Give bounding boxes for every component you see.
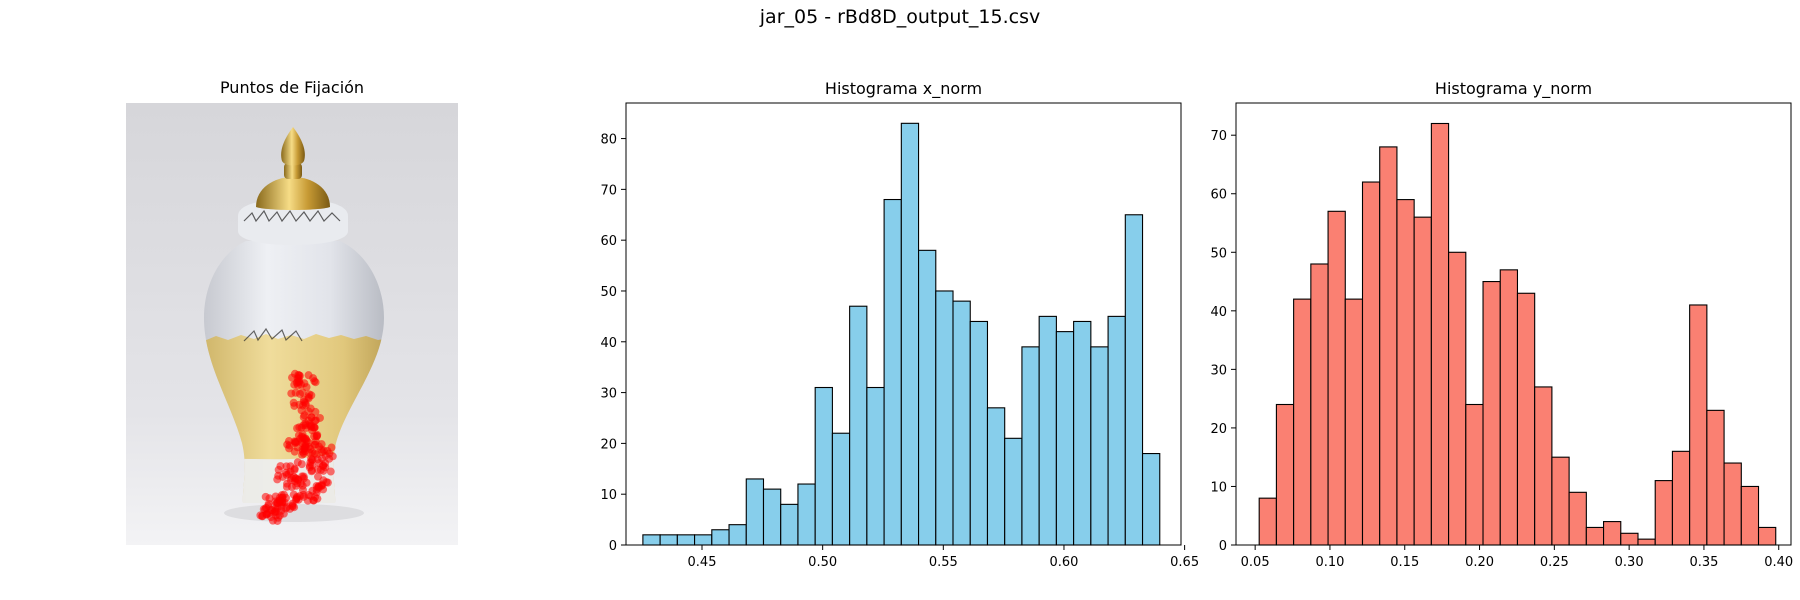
fixation-point <box>258 511 267 520</box>
fixation-point <box>314 472 323 481</box>
fixation-point <box>310 377 319 386</box>
histogram-bar <box>1090 346 1109 546</box>
histogram-bar <box>918 249 937 546</box>
fixation-point <box>311 437 320 446</box>
fixation-point <box>312 485 321 494</box>
histogram-bar <box>780 503 799 546</box>
fixation-point <box>307 413 316 422</box>
histogram-bar <box>952 300 971 546</box>
fixation-point <box>325 449 334 458</box>
y-tick-label: 30 <box>600 387 617 402</box>
fixation-point <box>296 479 305 488</box>
y-tick-label: 60 <box>600 234 617 249</box>
fixation-point <box>313 465 322 474</box>
fixation-point <box>326 467 335 476</box>
fixation-point <box>274 465 283 474</box>
fixation-point <box>287 389 296 398</box>
histogram-bar <box>900 122 920 546</box>
histogram-bar <box>986 407 1006 546</box>
fixation-point <box>297 406 306 415</box>
histogram-bar <box>935 290 954 546</box>
x-tick-label: 0.60 <box>1049 555 1078 570</box>
y-tick-label: 10 <box>600 488 617 503</box>
histogram-bar <box>1055 331 1075 546</box>
fixation-point <box>274 471 283 480</box>
y-tick-label: 0 <box>609 539 617 554</box>
histogram-bar <box>728 524 747 546</box>
fixation-point <box>270 508 279 517</box>
fixation-point <box>310 423 319 432</box>
fixation-point <box>299 421 308 430</box>
histogram-bar <box>1004 437 1023 546</box>
histogram-bar <box>711 529 730 546</box>
chart-1-title: Histograma x_norm <box>824 79 983 98</box>
chart-2-title: Histograma y_norm <box>1434 79 1593 98</box>
fixation-point <box>279 490 288 499</box>
histogram-bar <box>745 478 765 546</box>
figure-title: jar_05 - rBd8D_output_15.csv <box>759 6 1041 28</box>
x-tick-label: 0.45 <box>688 555 717 570</box>
fixation-point <box>292 378 301 387</box>
fixation-point <box>301 434 310 443</box>
fixation-point <box>309 496 318 505</box>
fixation-point <box>288 502 297 511</box>
fixation-point <box>299 472 308 481</box>
y-tick-label: 50 <box>600 285 617 300</box>
y-tick-label: 40 <box>600 336 617 351</box>
y-tick-label: 80 <box>600 133 617 148</box>
histogram-bar <box>659 534 678 546</box>
histogram-bar <box>883 198 902 546</box>
histogram-bar <box>1141 453 1161 546</box>
fixation-point <box>291 474 300 483</box>
fixation-point <box>307 391 316 400</box>
fixation-point <box>298 388 307 397</box>
histogram-bar <box>969 320 989 546</box>
fixation-points <box>256 369 337 525</box>
histogram-bar <box>1107 315 1126 546</box>
x-tick-label: 0.55 <box>929 555 958 570</box>
histogram-bar <box>1124 214 1144 546</box>
y-tick-label: 70 <box>600 183 617 198</box>
fixation-point <box>282 482 291 491</box>
x-tick-label: 0.50 <box>808 555 837 570</box>
fixation-point <box>261 492 270 501</box>
fixation-point <box>318 454 327 463</box>
histogram-bar <box>831 432 851 546</box>
histogram-bar <box>1038 315 1057 546</box>
fixation-point <box>288 373 297 382</box>
histogram-bar <box>694 534 713 546</box>
ginger-jar-photo <box>126 103 458 545</box>
histogram-bar <box>797 483 816 546</box>
fixation-point <box>297 460 306 469</box>
fixation-point <box>313 430 322 439</box>
histogram-bar <box>1021 346 1040 546</box>
image-panel-title: Puntos de Fijación <box>219 78 365 97</box>
fixation-point <box>290 437 299 446</box>
fixation-point <box>301 400 310 409</box>
fixation-point <box>260 505 269 514</box>
fixation-point <box>305 448 314 457</box>
histogram-bar <box>1073 320 1092 546</box>
histogram-bar <box>762 488 782 546</box>
histogram-bar <box>849 305 868 546</box>
fixation-point <box>290 464 299 473</box>
histogram-bar <box>866 386 885 546</box>
y-tick-label: 20 <box>600 437 617 452</box>
fixation-point <box>271 492 280 501</box>
fixation-point <box>307 467 316 476</box>
histogram-bar <box>642 534 661 546</box>
fixation-point <box>284 469 293 478</box>
axes-frame <box>625 102 1182 546</box>
fixation-point <box>294 495 303 504</box>
histogram-bar <box>676 534 696 546</box>
fixation-point <box>321 463 330 472</box>
histogram-bar <box>814 386 833 546</box>
x-tick-label: 0.65 <box>1170 555 1199 570</box>
